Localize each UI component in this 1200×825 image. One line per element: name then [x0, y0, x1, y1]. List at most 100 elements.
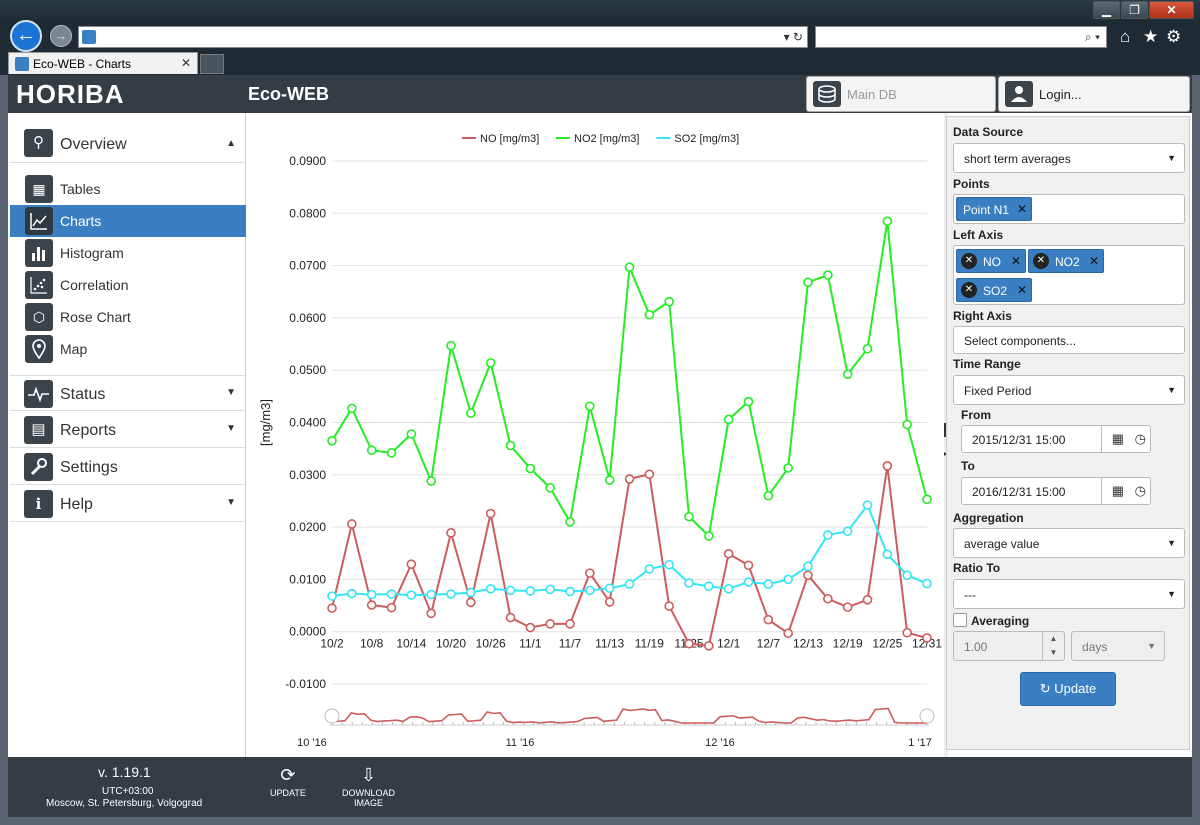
new-tab-button[interactable] [200, 54, 224, 74]
navigator-label: 1 '17 [908, 737, 932, 749]
clock-icon[interactable]: ◷ [1134, 431, 1146, 446]
data-point [565, 619, 575, 629]
data-point [485, 508, 496, 519]
remove-circle-icon[interactable]: ✕ [961, 253, 977, 269]
data-source-select[interactable]: short term averages ▼ [953, 143, 1185, 173]
sidebar-item-correlation[interactable]: Correlation [10, 269, 246, 301]
ratio-value: --- [964, 588, 976, 602]
database-selector[interactable]: Main DB [806, 76, 996, 112]
data-point [743, 577, 754, 587]
refresh-icon: ⟳ [280, 765, 296, 785]
maximize-button[interactable]: ❐ [1121, 1, 1148, 19]
data-point [386, 602, 397, 613]
calendar-icon[interactable]: ▦ [1111, 431, 1124, 446]
averaging-unit-select[interactable]: days ▼ [1071, 631, 1165, 661]
sidebar-section-overview[interactable]: ⚲ Overview ▲ [10, 123, 246, 163]
hexagon-icon: ⬡ [25, 303, 53, 331]
chart-area: 0.0900 0.0800 0.0700 0.0600 0.0500 0.0400 0.03… [248, 113, 944, 757]
averaging-checkbox[interactable] [953, 613, 967, 627]
time-range-select[interactable]: Fixed Period ▼ [953, 375, 1185, 405]
sidebar-section-help[interactable]: i Help ▼ [10, 486, 246, 522]
address-bar[interactable]: ▾ ↻ [78, 26, 808, 48]
data-point [366, 589, 377, 600]
data-point [922, 633, 932, 643]
data-point [862, 594, 873, 605]
address-controls[interactable]: ▾ ↻ [783, 30, 803, 44]
clock-icon[interactable]: ◷ [1134, 483, 1146, 498]
navigator-handle-right [919, 708, 935, 724]
download-image-button[interactable]: ⇩ DOWNLOAD IMAGE [342, 765, 395, 808]
from-datetime-input[interactable]: 2015/12/31 15:00 ▦ ◷ [961, 425, 1151, 453]
login-button[interactable]: Login... [998, 76, 1190, 112]
download-icon: ⇩ [360, 765, 377, 785]
sidebar-section-status[interactable]: Status ▼ [10, 375, 246, 411]
right-axis-input[interactable]: Select components... [953, 326, 1185, 354]
data-point [922, 578, 932, 589]
browser-chrome: ▁ ❐ ✕ ← → ▾ ↻ ⌕ ▾ ⌂ ★ ⚙ Eco-WEB - Charts… [0, 0, 1200, 75]
remove-circle-icon[interactable]: ✕ [1033, 253, 1049, 269]
sidebar-section-reports[interactable]: ▤ Reports ▼ [10, 412, 246, 448]
data-point [505, 612, 516, 623]
scatter-icon [25, 271, 53, 299]
footer-update-label: UPDATE [270, 788, 306, 798]
y-tick-label: 0.0300 [289, 468, 326, 482]
from-label: From [961, 408, 991, 422]
chevron-down-icon: ▼ [226, 497, 236, 508]
close-window-button[interactable]: ✕ [1149, 1, 1194, 19]
x-tick-label: 12/7 [757, 637, 781, 651]
data-point [545, 584, 555, 595]
data-point [684, 511, 694, 522]
points-input[interactable]: Point N1 ✕ [953, 194, 1185, 224]
data-point [327, 436, 337, 446]
remove-icon[interactable]: ✕ [1016, 202, 1027, 216]
sidebar-item-rose-chart[interactable]: ⬡ Rose Chart [10, 301, 246, 333]
remove-icon[interactable]: ✕ [1016, 283, 1027, 297]
left-axis-chip-no2[interactable]: ✕ NO2 ✕ [1028, 249, 1104, 273]
chevron-down-icon: ▼ [1147, 641, 1156, 651]
navigator-handle-left [324, 708, 340, 724]
to-datetime-input[interactable]: 2016/12/31 15:00 ▦ ◷ [961, 477, 1151, 505]
averaging-value-input[interactable]: 1.00 ▲ ▼ [953, 631, 1065, 661]
tab-close-icon[interactable]: ✕ [180, 56, 191, 70]
left-axis-chip-no[interactable]: ✕ NO ✕ [956, 249, 1026, 273]
favorites-star-icon[interactable]: ★ [1143, 27, 1159, 46]
remove-circle-icon[interactable]: ✕ [961, 282, 977, 298]
footer-update-button[interactable]: ⟳ UPDATE [270, 765, 306, 798]
x-tick-label: 12/25 [872, 637, 902, 651]
data-point [525, 463, 536, 474]
data-point [902, 570, 912, 581]
update-button[interactable]: ↻ Update [1020, 672, 1116, 706]
chevron-up-icon: ▲ [226, 138, 236, 149]
wrench-icon [24, 453, 53, 481]
remove-icon[interactable]: ✕ [1088, 254, 1099, 268]
forward-icon[interactable]: → [50, 25, 72, 47]
series-line [331, 465, 928, 647]
data-point [704, 641, 714, 651]
to-label: To [961, 459, 975, 473]
calendar-icon[interactable]: ▦ [1111, 483, 1124, 498]
sidebar-item-map[interactable]: Map [10, 333, 246, 365]
stepper-icon[interactable]: ▲ ▼ [1042, 632, 1064, 660]
navigator-label: 10 '16 [297, 737, 327, 749]
browser-tab[interactable]: Eco-WEB - Charts ✕ [8, 52, 198, 74]
ratio-select[interactable]: --- ▼ [953, 579, 1185, 609]
browser-search-input[interactable]: ⌕ ▾ [815, 26, 1107, 48]
left-axis-chip-so2[interactable]: ✕ SO2 ✕ [956, 278, 1032, 302]
aggregation-select[interactable]: average value ▼ [953, 528, 1185, 558]
back-icon[interactable]: ← [10, 20, 42, 52]
line-chart[interactable]: 0.0900 0.0800 0.0700 0.0600 0.0500 0.0400 0.03… [248, 113, 944, 757]
sidebar-item-charts[interactable]: Charts [10, 205, 246, 237]
sidebar-item-tables[interactable]: ▦ Tables [10, 173, 246, 205]
app-title: Eco-WEB [248, 84, 329, 104]
left-axis-input[interactable]: ✕ NO ✕ ✕ NO2 ✕ ✕ SO2 ✕ [953, 245, 1185, 305]
sidebar-item-histogram[interactable]: Histogram [10, 237, 246, 269]
point-chip[interactable]: Point N1 ✕ [956, 197, 1032, 221]
remove-icon[interactable]: ✕ [1010, 254, 1021, 268]
sidebar-section-settings[interactable]: Settings [10, 449, 246, 485]
search-icon[interactable]: ⌕ ▾ [1084, 30, 1100, 44]
home-icon[interactable]: ⌂ [1120, 27, 1131, 46]
minimize-button[interactable]: ▁ [1093, 1, 1120, 19]
gear-icon[interactable]: ⚙ [1166, 27, 1182, 46]
y-tick-label: 0.0700 [289, 259, 326, 273]
data-point [644, 469, 655, 480]
